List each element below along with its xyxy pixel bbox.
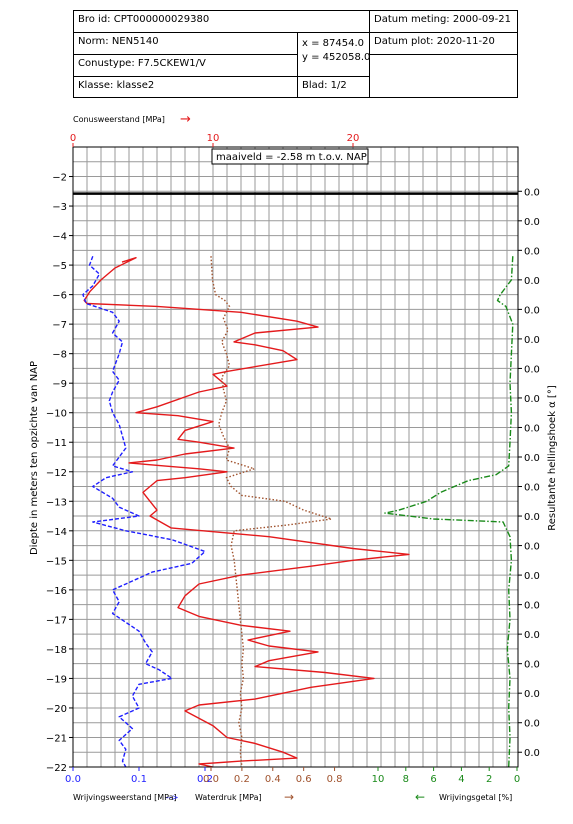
datum-meting: Datum meting: 2000-09-21 [374,14,511,25]
y-tick-label: −15 [46,556,67,567]
right-tick-label: 0.0 [524,394,540,405]
right-tick-label: 0.0 [524,748,540,759]
bottom-tick-label: 6 [430,774,436,785]
y-tick-label: −5 [52,261,67,272]
right-tick-label: 0.0 [524,601,540,612]
bottom-tick-label: 0.8 [327,774,343,785]
axes-layer: −2 −3 −4 −5 −6 −7 −8 −9 −10 −11 −12 −13 −14 −15 −16 −17… [46,133,540,785]
series-waterdruk [210,256,333,768]
x-coordinate: x = 87454.0 [302,38,365,49]
y-tick-label: −11 [46,438,67,449]
y-tick-label: −14 [46,527,67,538]
right-tick-label: 0.0 [524,305,540,316]
y-tick-label: −2 [52,173,67,184]
right-tick-label: 0.0 [524,719,540,730]
bottom-left-title: Wrijvingsweerstand [MPa] [73,793,177,802]
y-tick-label: −16 [46,586,67,597]
y-tick-label: −7 [52,320,67,331]
y-tick-label: −17 [46,615,67,626]
bottom-left-arrow: --> [166,793,178,802]
series-conusweerstand [83,257,410,768]
left-axis-title: Diepte in meters ten opzichte van NAP [29,361,40,555]
series-wrijvingsgetal [384,256,514,768]
bro-id: Bro id: CPT000000029380 [78,14,210,25]
right-tick-label: 0.0 [524,660,540,671]
top-tick-label: 10 [207,133,220,144]
top-axis-arrow: → [180,112,191,127]
right-tick-label: 0.0 [524,335,540,346]
bottom-mid-title: Waterdruk [MPa] [195,793,262,802]
y-tick-label: −22 [46,763,67,774]
norm: Norm: NEN5140 [78,36,159,47]
right-tick-label: 0.0 [524,453,540,464]
right-tick-label: 0.0 [524,630,540,641]
bottom-tick-label: 0 [514,774,520,785]
bottom-tick-label: 0.0 [65,774,81,785]
bottom-tick-label: 0.2 [234,774,250,785]
right-tick-label: 0.0 [524,483,540,494]
right-tick-label: 0.0 [524,423,540,434]
right-tick-label: 0.0 [524,512,540,523]
top-tick-label: 0 [70,133,76,144]
bottom-tick-label: 0.0 [203,774,219,785]
bottom-tick-label: 0.6 [296,774,312,785]
bottom-mid-arrow: → [284,790,294,804]
maaiveld-box [211,148,369,165]
datum-plot: Datum plot: 2020-11-20 [374,36,495,47]
bottom-right-arrow: ← [415,790,425,804]
y-tick-label: −9 [52,379,67,390]
y-tick-label: −6 [52,291,67,302]
klasse: Klasse: klasse2 [78,80,155,91]
y-tick-label: −3 [52,202,67,213]
top-axis-title: Conusweerstand [MPa] [73,115,165,124]
right-tick-label: 0.0 [524,364,540,375]
bottom-tick-label: 0.2 [197,774,213,785]
right-tick-label: 0.0 [524,217,540,228]
bottom-tick-label: 0.4 [265,774,281,785]
right-tick-label: 0.0 [524,542,540,553]
bottom-tick-label: 8 [403,774,409,785]
y-tick-label: −8 [52,350,67,361]
y-tick-label: −10 [46,409,67,420]
y-tick-label: −18 [46,645,67,656]
grid-lines [72,147,518,768]
y-tick-label: −4 [52,232,67,243]
y-tick-label: −19 [46,674,67,685]
right-tick-label: 0.0 [524,571,540,582]
right-tick-label: 0.0 [524,276,540,287]
bottom-tick-label: 10 [372,774,385,785]
bottom-right-title: Wrijvingsgetal [%] [439,793,512,802]
blad: Blad: 1/2 [302,80,347,91]
right-tick-label: 0.0 [524,187,540,198]
right-tick-label: 0.0 [524,246,540,257]
maaiveld-label: maaiveld = -2.58 m t.o.v. NAP [216,152,367,163]
y-tick-label: −20 [46,704,67,715]
bottom-tick-label: 2 [486,774,492,785]
right-tick-label: 0.0 [524,689,540,700]
conustype: Conustype: F7.5CKEW1/V [78,58,206,69]
header-table: Bro id: CPT000000029380 Datum meting: 20… [73,10,518,98]
y-tick-label: −12 [46,468,67,479]
top-tick-label: 20 [347,133,360,144]
y-coordinate: y = 452058.0 [302,52,371,63]
right-axis-title: Resultante hellingshoek α [°] [547,385,558,531]
series-wrijvingsweerstand [82,255,206,768]
series-layer [82,255,514,768]
y-tick-label: −21 [46,733,67,744]
bottom-tick-label: 0.1 [131,774,147,785]
bottom-tick-label: 4 [458,774,464,785]
y-tick-label: −13 [46,497,67,508]
